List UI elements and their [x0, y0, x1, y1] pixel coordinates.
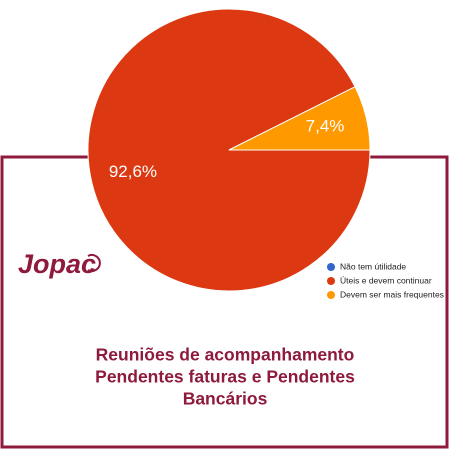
logo: Jopac [18, 249, 96, 279]
legend-swatch [327, 277, 335, 285]
title-line: Reuniões de acompanhamento [96, 345, 355, 365]
legend-swatch [327, 291, 335, 299]
legend-label: Devem ser mais frequentes [340, 289, 444, 299]
logo-arc [87, 254, 101, 272]
pie [87, 8, 371, 292]
data-label: 92,6% [109, 162, 157, 181]
title-line: Pendentes faturas e Pendentes [95, 367, 355, 387]
legend-swatch [327, 263, 335, 271]
data-label: 7,4% [306, 117, 345, 136]
slice [228, 86, 371, 151]
legend-label: Não tem útilidade [340, 261, 406, 271]
title-line: Bancários [183, 389, 268, 409]
legend-label: Úteis e devem continuar [340, 275, 432, 285]
